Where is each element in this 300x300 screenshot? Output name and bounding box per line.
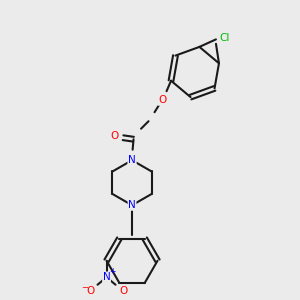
Text: N: N [128,200,136,210]
Text: O: O [86,286,94,296]
Text: N: N [128,155,136,165]
Text: O: O [119,286,127,296]
Text: N: N [103,272,110,282]
Text: Cl: Cl [220,33,230,43]
Text: N: N [128,155,136,165]
Text: −: − [81,283,88,292]
Text: O: O [158,95,166,105]
Text: O: O [110,131,118,141]
Text: +: + [109,267,115,276]
